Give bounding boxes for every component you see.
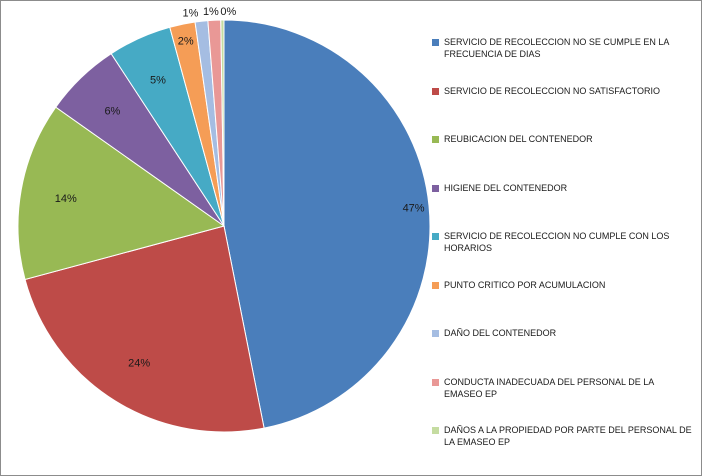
pie-slice [223,19,431,429]
slice-label: 47% [403,203,425,215]
legend-label: DAÑO DEL CONTENEDOR [444,328,557,338]
pie-slice [220,19,225,227]
slice-label: 2% [178,35,194,47]
legend-label: HIGIENE DEL CONTENEDOR [444,182,568,193]
legend-swatch [432,281,439,289]
legend-label: SERVICIO DE RECOLECCION NO CUMPLE CON LO… [444,231,670,253]
legend-swatch [432,378,439,386]
slice-label: 0% [220,6,236,18]
legend-label: SERVICIO DE RECOLECCION NO SATISFACTORIO [444,85,661,96]
slice-label: 1% [203,6,219,18]
legend-swatch [432,427,439,434]
legend-label: PUNTO CRITICO POR ACUMULACION [444,279,606,290]
slice-label: 24% [128,358,150,370]
legend-swatch [432,233,439,240]
pie-slice [24,225,265,433]
legend-swatch [432,136,439,143]
slice-label: 5% [150,75,166,87]
legend-label: DAÑOS A LA PROPIEDAD POR PARTE DEL PERSO… [444,425,692,447]
slice-label: 1% [183,7,199,19]
legend-swatch [432,330,439,337]
legend-label: REUBICACION DEL CONTENEDOR [444,134,593,144]
legend-label: CONDUCTA INADECUADA DEL PERSONAL DE LA E… [444,376,654,399]
slice-label: 14% [55,193,77,205]
legend-swatch [432,39,439,46]
slice-label: 6% [104,105,120,117]
legend-swatch [432,87,439,95]
pie-slice [17,106,226,281]
legend-swatch [432,184,439,192]
legend-label: SERVICIO DE RECOLECCION NO SE CUMPLE EN … [444,37,669,59]
